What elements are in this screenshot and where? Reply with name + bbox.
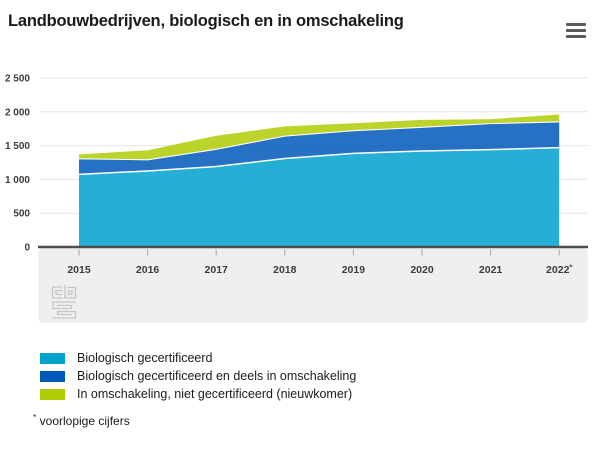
area-series-1[interactable] — [79, 121, 560, 175]
legend-swatch — [40, 370, 65, 382]
footnote-text: voorlopige cijfers — [39, 414, 130, 428]
footnote: * voorlopige cijfers — [33, 412, 130, 428]
y-axis-label: 2 000 — [5, 107, 30, 118]
hamburger-menu-icon[interactable] — [566, 23, 586, 38]
series-boundary-line — [78, 121, 560, 161]
area-series-0[interactable] — [79, 147, 560, 247]
chart-title: Landbouwbedrijven, biologisch en in omsc… — [8, 12, 404, 30]
x-axis-label: 2020 — [410, 264, 434, 276]
area-series-group — [78, 114, 560, 247]
x-axis-label: 2022* — [546, 263, 572, 277]
x-axis-label: 2021 — [479, 264, 503, 276]
x-axis-label: 2016 — [136, 264, 160, 276]
y-axis-label: 1 500 — [5, 141, 30, 152]
y-axis-label: 2 500 — [5, 74, 30, 85]
stacked-area-chart: 2015 2016 2017 2018 2019 2020 2021 2022* 0 500 1 … — [5, 74, 588, 323]
x-axis-ticks — [78, 249, 560, 256]
legend-swatch — [40, 388, 65, 400]
legend-label: Biologisch gecertificeerd — [77, 351, 213, 365]
legend-item-deels-in-omschakeling[interactable]: Biologisch gecertificeerd en deels in om… — [40, 370, 356, 383]
y-axis-label: 0 — [24, 243, 30, 254]
x-axis-labels: 2015 2016 2017 2018 2019 2020 2021 2022* — [67, 263, 572, 277]
x-axis-label: 2015 — [67, 264, 91, 276]
x-axis-label: 2017 — [205, 264, 229, 276]
menu-bar — [566, 35, 586, 38]
y-axis-label: 1 000 — [5, 175, 30, 186]
y-axis-label: 500 — [13, 209, 30, 220]
legend-item-biologisch-gecertificeerd[interactable]: Biologisch gecertificeerd — [40, 352, 356, 365]
cbs-logo — [51, 284, 77, 319]
menu-bar — [566, 23, 586, 26]
footnote-marker: * — [33, 412, 37, 422]
legend: Biologisch gecertificeerd Biologisch gec… — [40, 352, 356, 406]
legend-swatch — [40, 352, 65, 364]
x-axis-label: 2019 — [342, 264, 366, 276]
y-axis-labels: 0 500 1 000 1 500 2 000 2 500 — [5, 74, 30, 254]
x-axis-band — [38, 248, 588, 323]
area-series-2[interactable] — [79, 114, 560, 160]
legend-label: In omschakeling, niet gecertificeerd (ni… — [77, 387, 353, 401]
legend-label: Biologisch gecertificeerd en deels in om… — [77, 369, 357, 383]
series-boundary-line — [78, 146, 560, 176]
legend-item-in-omschakeling-nieuwkomer[interactable]: In omschakeling, niet gecertificeerd (ni… — [40, 388, 356, 401]
x-axis-label: 2018 — [273, 264, 297, 276]
menu-bar — [566, 29, 586, 32]
